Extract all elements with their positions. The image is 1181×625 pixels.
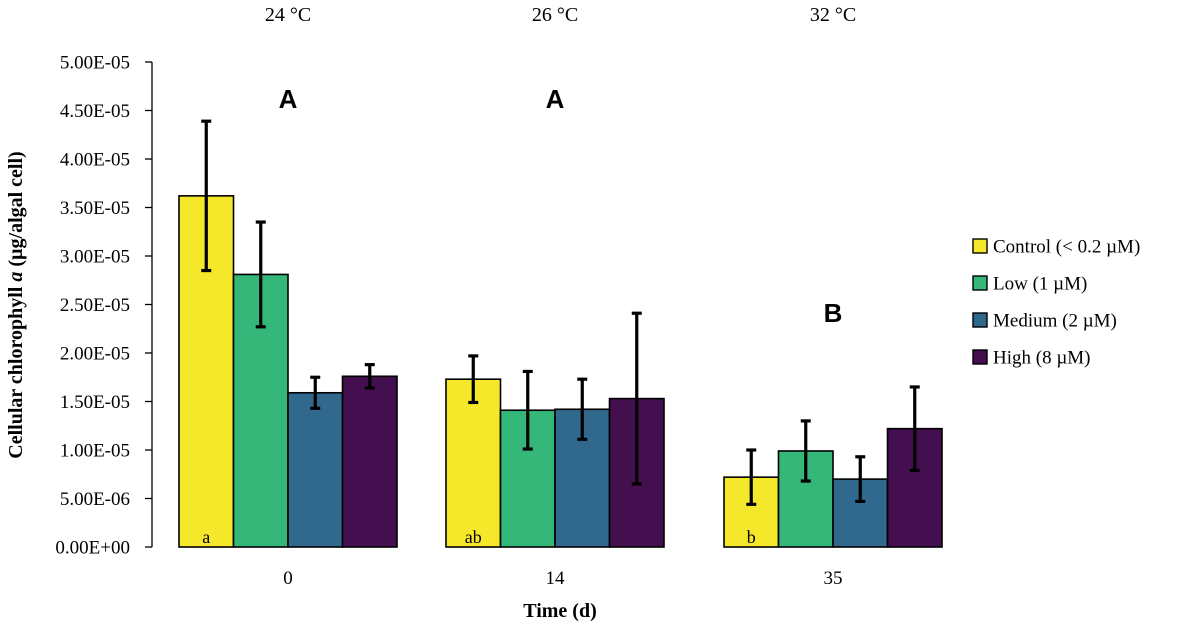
legend-swatch bbox=[972, 349, 988, 365]
y-tick-label: 2.50E-05 bbox=[60, 295, 130, 316]
significance-letter: B bbox=[824, 298, 843, 328]
legend-item: Low (1 µM) bbox=[972, 274, 1087, 295]
significance-letter: A bbox=[279, 84, 298, 114]
x-axis-label: Time (d) bbox=[523, 600, 597, 622]
legend-label: Medium (2 µM) bbox=[993, 311, 1117, 332]
y-tick-label: 4.50E-05 bbox=[60, 101, 130, 122]
error-bar bbox=[310, 375, 321, 410]
y-axis-label: Cellular chlorophyll a (µg/algal cell) bbox=[5, 151, 27, 458]
legend-label: Low (1 µM) bbox=[993, 274, 1087, 295]
error-bar bbox=[577, 377, 588, 441]
legend-item: Control (< 0.2 µM) bbox=[972, 237, 1140, 258]
error-bar bbox=[909, 385, 920, 472]
temperature-label: 26 °C bbox=[532, 4, 578, 26]
y-tick-label: 0.00E+00 bbox=[55, 538, 130, 559]
y-tick-label: 1.00E-05 bbox=[60, 441, 130, 462]
error-bar bbox=[255, 220, 266, 329]
error-bar bbox=[631, 311, 642, 486]
error-bar bbox=[855, 455, 866, 504]
bar bbox=[287, 391, 344, 548]
legend-label: Control (< 0.2 µM) bbox=[993, 237, 1140, 258]
error-bar bbox=[468, 354, 479, 405]
error-bar bbox=[364, 363, 375, 390]
legend-label: High (8 µM) bbox=[993, 348, 1091, 369]
x-tick-label: 35 bbox=[824, 568, 843, 589]
error-bar bbox=[800, 419, 811, 483]
x-tick-label: 14 bbox=[546, 568, 566, 589]
y-tick-label: 5.00E-05 bbox=[60, 53, 130, 74]
y-tick-label: 2.00E-05 bbox=[60, 344, 130, 365]
y-tick-label: 4.00E-05 bbox=[60, 150, 130, 171]
temperature-label: 32 °C bbox=[810, 4, 856, 26]
control-significance-letter: a bbox=[202, 527, 210, 547]
error-bar bbox=[746, 448, 757, 506]
y-tick-label: 1.50E-05 bbox=[60, 392, 130, 413]
legend-swatch bbox=[972, 275, 988, 291]
legend-swatch bbox=[972, 312, 988, 328]
y-tick-label: 3.00E-05 bbox=[60, 247, 130, 268]
temperature-label: 24 °C bbox=[265, 4, 311, 26]
significance-letter: A bbox=[546, 84, 565, 114]
legend-item: Medium (2 µM) bbox=[972, 311, 1117, 332]
control-significance-letter: ab bbox=[465, 527, 482, 547]
legend-item: High (8 µM) bbox=[972, 348, 1091, 369]
error-bar bbox=[201, 119, 212, 273]
legend-swatch bbox=[972, 238, 988, 254]
bar bbox=[445, 378, 502, 548]
error-bar bbox=[522, 369, 533, 451]
y-tick-label: 5.00E-06 bbox=[60, 489, 130, 510]
bar bbox=[341, 375, 398, 548]
x-tick-label: 0 bbox=[283, 568, 293, 589]
control-significance-letter: b bbox=[747, 527, 756, 547]
y-tick-label: 3.50E-05 bbox=[60, 198, 130, 219]
